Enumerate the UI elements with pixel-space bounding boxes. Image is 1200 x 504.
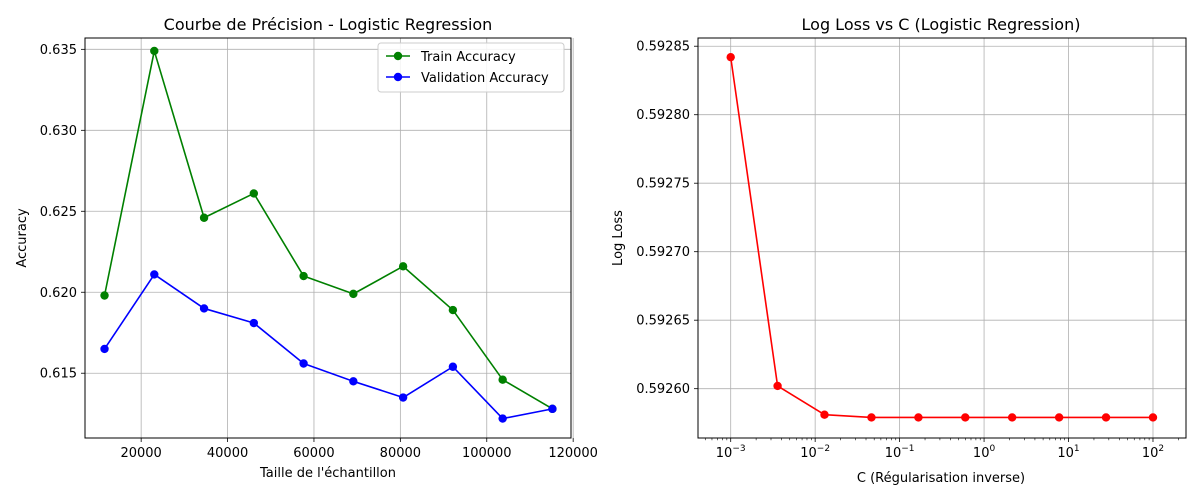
- accuracy-data-point: [398, 262, 408, 271]
- x-tick-label: 120000: [548, 446, 598, 461]
- logloss-data-point: [1148, 413, 1158, 422]
- accuracy-chart: Courbe de Précision - Logistic Regressio…: [15, 15, 598, 481]
- accuracy-data-point: [100, 291, 109, 300]
- y-tick-label: 0.59285: [636, 40, 690, 55]
- x-tick-label: 100000: [462, 446, 512, 461]
- logloss-data-point: [1101, 413, 1111, 422]
- accuracy-data-point: [299, 271, 308, 281]
- logloss-data-point: [867, 413, 876, 422]
- accuracy-data-point: [398, 393, 408, 402]
- legend-validation-label: Validation Accuracy: [421, 71, 549, 86]
- accuracy-data-point: [150, 270, 159, 279]
- x-tick-label: 80000: [380, 446, 421, 461]
- accuracy-data-point: [349, 289, 358, 299]
- y-tick-label: 0.615: [40, 367, 77, 382]
- y-tick-label: 0.635: [40, 43, 77, 58]
- logloss-y-axis-label: Log Loss: [611, 210, 626, 266]
- logloss-series-line-0: [729, 57, 1153, 419]
- accuracy-data-point: [498, 414, 507, 423]
- logloss-data-point: [914, 413, 923, 422]
- logloss-x-axis-label: C (Régularisation inverse): [857, 471, 1025, 486]
- accuracy-data-point: [249, 189, 259, 198]
- accuracy-data-point: [448, 305, 458, 315]
- logloss-plot-frame: [697, 37, 1187, 439]
- y-tick-label: 0.620: [40, 286, 77, 301]
- y-tick-label: 0.59260: [636, 382, 690, 397]
- logloss-data-point: [820, 410, 829, 419]
- y-tick-label: 0.625: [40, 205, 77, 220]
- legend-train-marker: [393, 51, 403, 61]
- logloss-data-point: [726, 52, 735, 62]
- accuracy-x-axis-label: Taille de l'échantillon: [259, 466, 396, 481]
- accuracy-data-point: [100, 344, 109, 354]
- x-tick-label: 40000: [207, 446, 248, 461]
- accuracy-data-point: [199, 304, 209, 313]
- legend-validation-marker: [393, 72, 403, 82]
- logloss-data-point: [1007, 413, 1017, 422]
- accuracy-data-point: [299, 359, 308, 368]
- legend-frame: [377, 42, 565, 93]
- y-tick-label: 0.59265: [636, 314, 690, 329]
- accuracy-y-axis-label: Accuracy: [15, 208, 30, 268]
- y-tick-label: 0.59270: [636, 245, 690, 260]
- logloss-data-point: [961, 413, 970, 422]
- logloss-chart-title: Log Loss vs C (Logistic Regression): [802, 15, 1081, 34]
- y-tick-label: 0.59280: [636, 108, 690, 123]
- x-tick-label: 60000: [293, 446, 334, 461]
- y-tick-label: 0.59275: [636, 177, 690, 192]
- accuracy-legend: Train Accuracy Validation Accuracy: [377, 42, 565, 93]
- y-tick-label: 0.630: [40, 124, 77, 139]
- logloss-data-point: [1054, 413, 1064, 422]
- x-tick-label: 20000: [120, 446, 161, 461]
- accuracy-data-point: [349, 377, 358, 386]
- accuracy-series-line-0: [103, 50, 553, 410]
- accuracy-plot-frame: [84, 37, 572, 439]
- legend-train-label: Train Accuracy: [420, 50, 516, 65]
- accuracy-data-point: [199, 213, 209, 222]
- logloss-data-point: [773, 381, 782, 391]
- accuracy-data-point: [498, 375, 507, 384]
- accuracy-series-line-1: [103, 273, 553, 420]
- accuracy-data-point: [249, 318, 259, 328]
- accuracy-data-point: [548, 404, 557, 414]
- accuracy-data-point: [150, 46, 159, 56]
- accuracy-data-point: [448, 362, 458, 371]
- accuracy-chart-title: Courbe de Précision - Logistic Regressio…: [164, 15, 493, 34]
